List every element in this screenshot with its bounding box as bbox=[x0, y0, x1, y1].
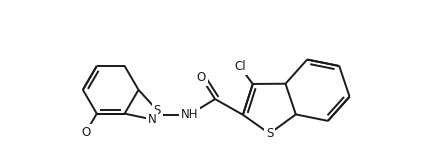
Text: Cl: Cl bbox=[234, 60, 246, 73]
Text: N: N bbox=[148, 113, 156, 126]
Text: NH: NH bbox=[180, 108, 198, 121]
Text: S: S bbox=[153, 104, 161, 117]
Text: O: O bbox=[197, 71, 206, 84]
Text: S: S bbox=[266, 127, 273, 140]
Text: O: O bbox=[81, 126, 91, 139]
